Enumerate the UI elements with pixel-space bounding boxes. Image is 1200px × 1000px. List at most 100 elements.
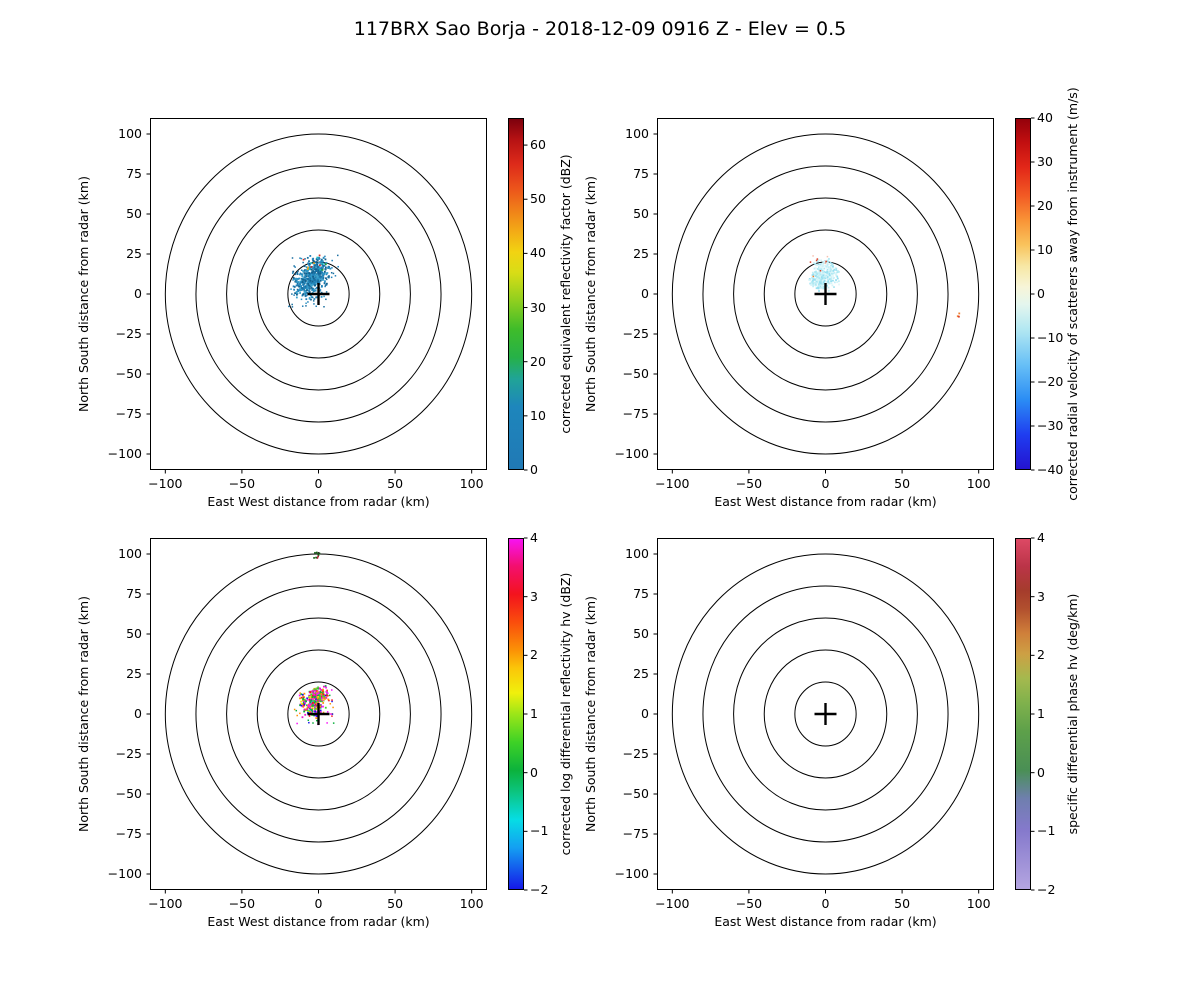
colorbar-tick-label: 4 xyxy=(1037,530,1045,545)
x-tick-label: 50 xyxy=(387,476,404,491)
colorbar-tick-label: −30 xyxy=(1037,418,1064,433)
y-tick-label: 25 xyxy=(633,246,649,261)
colorbar-tick-label: −1 xyxy=(530,823,549,839)
range-ring-60km xyxy=(226,197,411,391)
range-ring-80km xyxy=(195,165,442,423)
x-tick-label: 0 xyxy=(314,896,323,911)
range-ring-80km xyxy=(702,585,949,843)
colorbar-outline xyxy=(1015,538,1031,890)
y-tick-label: −100 xyxy=(614,446,649,461)
axes-box xyxy=(150,538,487,890)
colorbar-tick-label: 30 xyxy=(530,299,546,315)
colorbar-tick-label: 3 xyxy=(1037,588,1045,604)
colorbar-tick-label: −2 xyxy=(530,882,549,897)
velocity-colorbar xyxy=(1015,117,1035,471)
colorbar-outline xyxy=(1015,118,1031,470)
colorbar-label: corrected log differential reflectivity … xyxy=(558,572,573,856)
colorbar-tick-label: −2 xyxy=(1037,882,1056,897)
reflectivity-echo-cluster-3 xyxy=(302,254,327,271)
x-tick-label: 100 xyxy=(459,476,484,491)
colorbar-tick-label: 30 xyxy=(1037,154,1053,169)
colorbar-tick-label: 2 xyxy=(530,647,538,663)
x-tick-label: 100 xyxy=(966,476,991,491)
x-tick-label: 0 xyxy=(821,896,830,911)
colorbar-tick-label: 60 xyxy=(530,137,546,153)
x-tick-label: 0 xyxy=(821,476,830,491)
colorbar-tick-label: −1 xyxy=(1037,823,1056,839)
y-tick-label: 100 xyxy=(625,126,649,141)
colorbar-gradient xyxy=(1015,118,1031,470)
range-ring-100km xyxy=(164,133,473,455)
colorbar-tick-label: 10 xyxy=(1037,242,1053,257)
x-tick-label: −50 xyxy=(228,896,256,911)
x-axis-label: East West distance from radar (km) xyxy=(207,494,430,509)
x-axis-label: East West distance from radar (km) xyxy=(207,914,430,929)
velocity-echo-cluster-3 xyxy=(956,312,961,318)
x-tick-label: 0 xyxy=(314,476,323,491)
velocity-echo-cluster-1 xyxy=(808,270,830,292)
colorbar-tick-label: 0 xyxy=(530,764,538,780)
y-tick-label: −75 xyxy=(622,826,649,841)
colorbar-tick-label: 40 xyxy=(530,245,546,261)
y-tick-label: 75 xyxy=(633,166,649,181)
y-tick-label: −75 xyxy=(622,406,649,421)
y-tick-label: 25 xyxy=(633,666,649,681)
y-tick-label: 100 xyxy=(118,546,142,561)
y-tick-label: 100 xyxy=(118,126,142,141)
axes-box xyxy=(657,118,994,470)
colorbar-tick-label: 10 xyxy=(530,407,546,423)
y-tick-label: 0 xyxy=(134,286,142,301)
y-tick-label: −100 xyxy=(614,866,649,881)
y-tick-label: 25 xyxy=(126,246,142,261)
range-ring-80km xyxy=(702,165,949,423)
y-tick-label: −25 xyxy=(622,326,649,341)
range-ring-100km xyxy=(671,133,980,455)
y-tick-label: −50 xyxy=(115,366,142,381)
colorbar-tick-label: −40 xyxy=(1037,462,1064,477)
colorbar-gradient xyxy=(1015,538,1031,890)
colorbar-gradient xyxy=(508,538,524,890)
colorbar-label: specific differential phase hv (deg/km) xyxy=(1065,593,1080,835)
colorbar-tick-label: 0 xyxy=(1037,764,1045,780)
y-tick-label: 100 xyxy=(625,546,649,561)
x-tick-label: 100 xyxy=(459,896,484,911)
velocity-echo-cluster-2 xyxy=(809,255,829,278)
colorbar-tick-label: 40 xyxy=(1037,110,1053,125)
range-ring-40km xyxy=(763,649,888,779)
y-tick-label: 0 xyxy=(134,706,142,721)
colorbar-tick-label: 3 xyxy=(530,588,538,604)
colorbar-tick-label: 20 xyxy=(530,353,546,369)
colorbar-outline xyxy=(508,538,524,890)
x-tick-label: −50 xyxy=(735,476,763,491)
y-tick-label: −50 xyxy=(115,786,142,801)
colorbar-tick-label: 50 xyxy=(530,191,546,207)
y-tick-label: 50 xyxy=(126,626,142,641)
y-tick-label: −25 xyxy=(622,746,649,761)
y-tick-label: 75 xyxy=(126,586,142,601)
y-tick-label: −75 xyxy=(115,826,142,841)
figure-title: 117BRX Sao Borja - 2018-12-09 0916 Z - E… xyxy=(353,18,847,40)
y-tick-label: 0 xyxy=(641,706,649,721)
range-ring-100km xyxy=(671,553,980,875)
y-tick-label: −50 xyxy=(622,366,649,381)
differential-reflectivity-echo-cluster-3 xyxy=(313,551,321,559)
x-tick-label: −100 xyxy=(655,476,690,491)
reflectivity-echo-cluster-2 xyxy=(288,254,339,308)
x-tick-label: −100 xyxy=(655,896,690,911)
colorbar-tick-label: 0 xyxy=(530,462,538,477)
range-ring-80km xyxy=(195,585,442,843)
x-tick-label: 100 xyxy=(966,896,991,911)
differential-reflectivity-plot-area xyxy=(146,538,487,894)
y-tick-label: −25 xyxy=(115,326,142,341)
y-tick-label: 75 xyxy=(633,586,649,601)
axes-box xyxy=(657,538,994,890)
y-tick-label: −25 xyxy=(115,746,142,761)
colorbar-tick-label: 2 xyxy=(1037,647,1045,663)
colorbar-tick-label: 0 xyxy=(1037,286,1045,301)
range-ring-60km xyxy=(226,617,411,811)
range-ring-20km xyxy=(287,681,350,747)
y-tick-label: −50 xyxy=(622,786,649,801)
differential-reflectivity-colorbar xyxy=(508,537,528,891)
y-tick-label: 50 xyxy=(633,626,649,641)
range-ring-20km xyxy=(794,681,857,747)
